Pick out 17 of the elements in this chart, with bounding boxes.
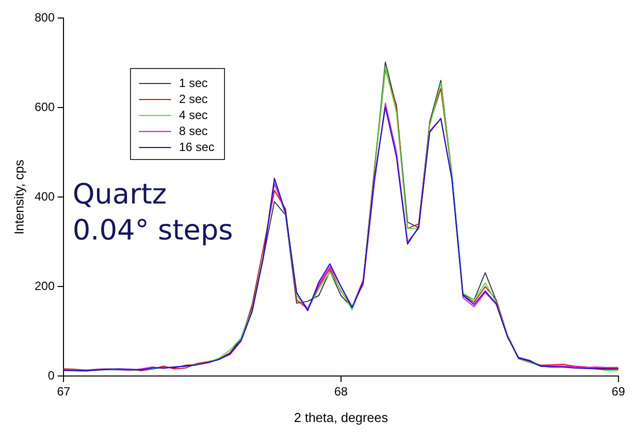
- x-tick-label: 68: [334, 384, 348, 399]
- y-tick-label: 400: [34, 189, 55, 204]
- annotation: 0.04° steps: [72, 213, 234, 246]
- y-tick-label: 0: [48, 368, 55, 382]
- y-tick-label: 600: [34, 100, 55, 114]
- legend-label: 2 sec: [179, 92, 208, 106]
- legend-label: 16 sec: [179, 140, 214, 154]
- legend-label: 1 sec: [179, 76, 208, 90]
- legend-label: 4 sec: [179, 108, 208, 122]
- y-tick-label: 800: [34, 10, 55, 25]
- legend-label: 8 sec: [179, 124, 208, 138]
- x-axis-title: 2 theta, degrees: [294, 410, 388, 425]
- annotation: Quartz: [72, 177, 167, 210]
- x-tick-label: 69: [612, 384, 626, 399]
- y-tick-label: 200: [34, 278, 55, 293]
- y-axis-title: Intensity, cps: [11, 159, 26, 235]
- x-tick-label: 67: [56, 384, 71, 399]
